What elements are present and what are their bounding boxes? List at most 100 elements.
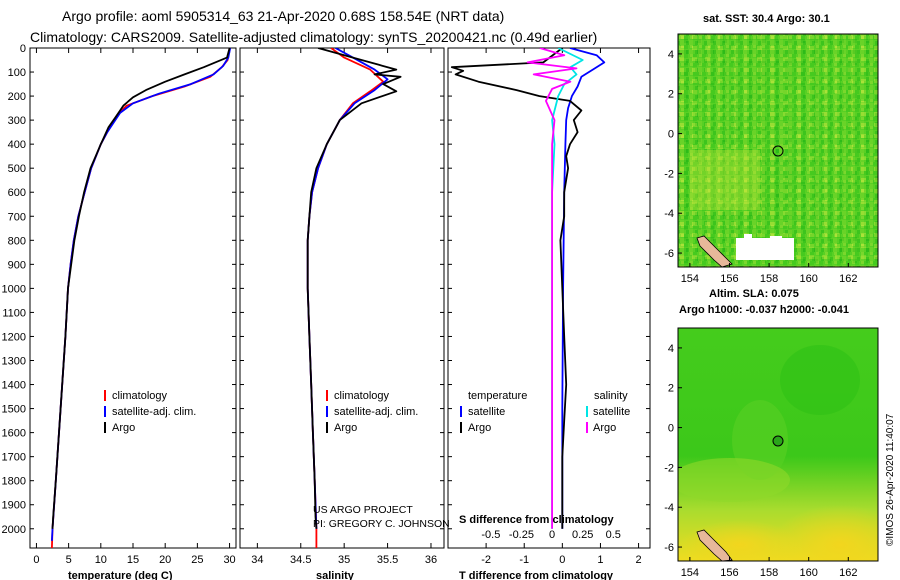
- lon-tick-label: 158: [760, 567, 778, 579]
- y-tick-label: 800: [8, 235, 26, 247]
- y-tick-label: 1700: [2, 452, 26, 464]
- salinity-lines: [306, 48, 402, 548]
- legend-swatch-temp-argo: [460, 422, 462, 433]
- series-temperature-argo: [450, 48, 583, 529]
- depth-axis: 0 100 200 300 400 500 600 700 800 900 1000 1100 1200…: [2, 43, 236, 536]
- difference-frame: [447, 47, 651, 549]
- x-tick-label: 1: [597, 554, 603, 566]
- x-tick-label: 5: [66, 554, 72, 566]
- y-tick-label: 100: [8, 67, 26, 79]
- y-tick-label: 1200: [2, 331, 26, 343]
- lon-tick-label: 156: [720, 567, 738, 579]
- lat-tick-label: -4: [664, 502, 674, 514]
- y-tick-label: 700: [8, 211, 26, 223]
- x-tick-label: 34: [251, 554, 263, 566]
- legend-label-argo: Argo: [334, 422, 357, 434]
- sst-map: sat. SST: 30.4 Argo: 30.1 154 156 158 160 16…: [664, 13, 879, 285]
- lat-tick-label: -2: [664, 168, 674, 180]
- salinity-y-ticks: [240, 47, 444, 530]
- legend-swatch-satellite-adj: [326, 406, 328, 417]
- sla-map-subtitle: Argo h1000: -0.037 h2000: -0.041: [679, 304, 849, 316]
- difference-lines: [450, 48, 606, 529]
- x-tick-label: 35.5: [377, 554, 398, 566]
- y-tick-label: 900: [8, 259, 26, 271]
- lat-tick-label: -6: [664, 542, 674, 554]
- legend-label-climatology: climatology: [112, 390, 168, 402]
- x-tick-label: 0: [559, 554, 565, 566]
- x-tick-label: 10: [95, 554, 107, 566]
- temperature-x-axis: 0 5 10 15 20 25 30: [33, 48, 236, 566]
- sst-argo-marker: [772, 145, 784, 157]
- legend-label-sal-satellite: satellite: [593, 406, 630, 418]
- sst-missing-data: [736, 238, 794, 260]
- legend-title-temperature: temperature: [468, 390, 527, 402]
- lon-tick-label: 162: [839, 273, 857, 285]
- lat-tick-label: 4: [668, 343, 674, 355]
- y-tick-label: 1000: [2, 283, 26, 295]
- legend-swatch-argo: [326, 422, 328, 433]
- sst-missing-data: [744, 234, 752, 240]
- title-line-2: Climatology: CARS2009. Satellite-adjuste…: [30, 29, 597, 45]
- lon-tick-label: 156: [720, 273, 738, 285]
- sla-map-title: Altim. SLA: 0.075: [709, 288, 799, 300]
- x-tick-label: 2: [636, 554, 642, 566]
- series-salinity-argo: [526, 48, 578, 529]
- lon-tick-label: 154: [681, 273, 699, 285]
- y-tick-label: 0: [20, 43, 26, 55]
- legend-label-climatology: climatology: [334, 390, 390, 402]
- lat-tick-label: 2: [668, 383, 674, 395]
- y-tick-label: 200: [8, 91, 26, 103]
- lat-tick-label: -4: [664, 208, 674, 220]
- y-tick-label: 1800: [2, 476, 26, 488]
- legend-swatch-argo: [104, 422, 106, 433]
- credit-project: US ARGO PROJECT: [313, 504, 413, 516]
- series-argo: [51, 48, 231, 529]
- difference-xlabel: T difference from climatology: [459, 570, 614, 580]
- lat-tick-label: -2: [664, 462, 674, 474]
- lat-tick-label: 2: [668, 89, 674, 101]
- legend-swatch-sal-satellite: [586, 406, 588, 417]
- sla-map-frame: [677, 327, 879, 562]
- temperature-xlabel: temperature (deg C): [68, 570, 173, 580]
- legend-label-temp-argo: Argo: [468, 422, 491, 434]
- series-climatology: [306, 48, 385, 548]
- legend-label-sal-argo: Argo: [593, 422, 616, 434]
- lat-tick-label: 4: [668, 49, 674, 61]
- salinity-frame: [239, 47, 445, 549]
- sst-field-texture: [678, 34, 878, 267]
- series-temperature-satellite: [561, 48, 606, 529]
- lat-tick-label: 0: [668, 423, 674, 435]
- salinity-x-axis: 34 34.5 35 35.5 36: [251, 48, 437, 566]
- secondary-x-tick-label: -0.5: [481, 529, 500, 541]
- x-tick-label: 35: [338, 554, 350, 566]
- secondary-x-tick-label: 0: [549, 529, 555, 541]
- temperature-frame: [29, 47, 237, 549]
- sla-land: [696, 529, 733, 561]
- lat-tick-label: 0: [668, 129, 674, 141]
- series-salinity-satellite: [551, 48, 584, 529]
- lon-tick-label: 160: [800, 567, 818, 579]
- difference-legend: temperature satellite Argo salinity sate…: [460, 390, 630, 434]
- temperature-panel: 0100200300400500600700800900100011001200…: [2, 43, 237, 580]
- x-tick-label: -2: [481, 554, 491, 566]
- legend-swatch-temp-satellite: [460, 406, 462, 417]
- legend-label-temp-satellite: satellite: [468, 406, 505, 418]
- series-argo: [306, 48, 402, 529]
- legend-label-argo: Argo: [112, 422, 135, 434]
- temperature-legend: climatology satellite-adj. clim. Argo: [104, 390, 196, 434]
- lon-tick-label: 158: [760, 273, 778, 285]
- imos-credit: ©IMOS 26-Apr-2020 11:40:07: [885, 413, 896, 546]
- y-tick-label: 500: [8, 163, 26, 175]
- legend-label-satellite-adj: satellite-adj. clim.: [334, 406, 418, 418]
- lon-tick-label: 160: [800, 273, 818, 285]
- y-tick-label: 1600: [2, 428, 26, 440]
- y-tick-label: 1900: [2, 500, 26, 512]
- temperature-lines: [51, 48, 232, 548]
- salinity-panel: 34 34.5 35 35.5 36 salinity climatology sate…: [239, 47, 450, 580]
- legend-swatch-climatology: [326, 390, 328, 401]
- sst-map-frame: [677, 33, 879, 268]
- legend-swatch-satellite-adj: [104, 406, 106, 417]
- salinity-legend: climatology satellite-adj. clim. Argo: [326, 390, 418, 434]
- series-satellite-adj-clim-: [51, 48, 232, 541]
